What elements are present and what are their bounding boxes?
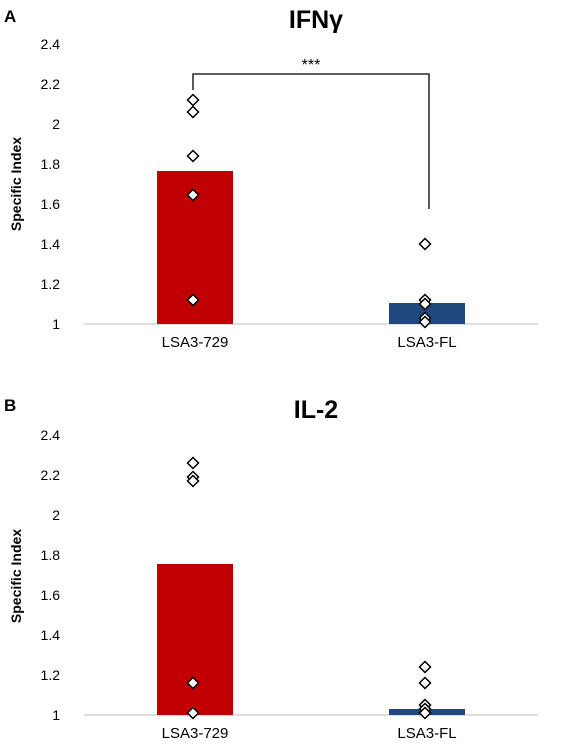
panel-a-title: IFNγ [289, 6, 343, 34]
significance-label: *** [302, 57, 321, 74]
data-point [418, 660, 432, 674]
panel-b-yticks: 1 1.2 1.4 1.6 1.8 2 2.2 2.4 [41, 427, 61, 723]
data-point [186, 105, 200, 119]
category-label: LSA3-FL [397, 725, 456, 742]
y-tick-label: 2.2 [41, 76, 61, 92]
panel-b-points [186, 456, 432, 720]
y-tick-label: 1 [52, 707, 60, 723]
category-label: LSA3-729 [162, 725, 229, 742]
panel-a-categories: LSA3-729 LSA3-FL [162, 334, 457, 351]
panel-a-ylabel: Specific Index [8, 137, 24, 231]
y-tick-label: 2.4 [41, 427, 61, 443]
data-point [186, 293, 200, 307]
y-tick-label: 2 [52, 507, 60, 523]
data-point [186, 149, 200, 163]
y-tick-label: 1.4 [41, 236, 61, 252]
data-point [418, 706, 432, 720]
y-tick-label: 1.6 [41, 587, 61, 603]
panel-a-letter: A [4, 7, 16, 26]
panel-a-bars [157, 171, 465, 324]
y-tick-label: 1 [52, 316, 60, 332]
data-point [186, 456, 200, 470]
panel-a-significance: *** [192, 57, 430, 209]
data-point [186, 188, 200, 202]
panel-b-title: IL-2 [294, 396, 338, 424]
panel-b-categories: LSA3-729 LSA3-FL [162, 725, 457, 742]
y-tick-label: 2.2 [41, 467, 61, 483]
y-tick-label: 1.4 [41, 627, 61, 643]
data-point [186, 706, 200, 720]
data-point [418, 297, 432, 311]
panel-b-letter: B [4, 396, 16, 415]
panel-a-yticks: 1 1.2 1.4 1.6 1.8 2 2.2 2.4 [41, 36, 61, 332]
bar [157, 564, 233, 715]
data-point [418, 315, 432, 329]
panel-b-ylabel: Specific Index [8, 529, 24, 623]
y-tick-label: 1.6 [41, 196, 61, 212]
data-point [418, 237, 432, 251]
category-label: LSA3-FL [397, 334, 456, 351]
y-tick-label: 2.4 [41, 36, 61, 52]
category-label: LSA3-729 [162, 334, 229, 351]
data-point [186, 474, 200, 488]
data-point [186, 676, 200, 690]
y-tick-label: 1.8 [41, 547, 61, 563]
y-tick-label: 1.8 [41, 156, 61, 172]
y-tick-label: 1.2 [41, 667, 61, 683]
panel-a-points [186, 93, 432, 329]
panel-b: B IL-2 Specific Index 1 1.2 1.4 1.6 1.8 2 2.2 2… [4, 396, 538, 742]
y-tick-label: 2 [52, 116, 60, 132]
data-point [186, 93, 200, 107]
y-tick-label: 1.2 [41, 276, 61, 292]
panel-a: A IFNγ Specific Index 1 1.2 1.4 1.6 1.8 2 2.2 2… [4, 6, 538, 351]
data-point [418, 676, 432, 690]
significance-bracket [192, 73, 430, 209]
panel-b-bars [157, 564, 465, 715]
